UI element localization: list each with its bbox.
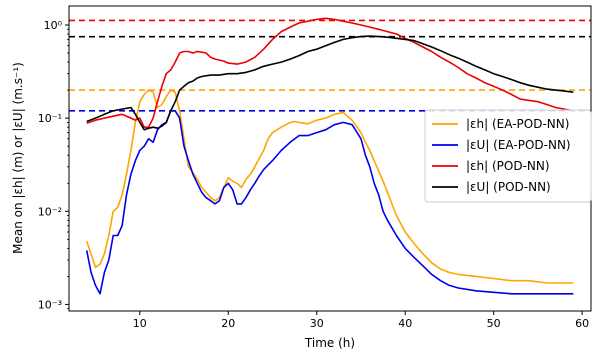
y-tick-label: 10⁻¹ [38, 112, 62, 125]
y-tick-label: 10⁻² [38, 205, 62, 218]
x-axis-label: Time (h) [304, 336, 355, 350]
legend-label-2: |εh| (POD-NN) [466, 159, 550, 173]
legend-label-0: |εh| (EA-POD-NN) [466, 117, 569, 131]
series-line-3 [86, 35, 574, 131]
legend: |εh| (EA-POD-NN) |εU| (EA-POD-NN) |εh| (PO… [424, 109, 592, 203]
legend-box [424, 109, 592, 203]
x-tick-label: 50 [487, 317, 501, 330]
x-axis-ticks: 10 20 30 40 50 60 [133, 311, 589, 330]
y-tick-label: 10⁻³ [38, 298, 62, 311]
x-tick-label: 20 [221, 317, 235, 330]
x-tick-label: 10 [133, 317, 147, 330]
x-tick-label: 30 [310, 317, 324, 330]
series-lines [85, 17, 574, 295]
reference-lines [69, 19, 591, 112]
y-tick-label: 10⁰ [44, 19, 63, 32]
x-tick-label: 40 [398, 317, 412, 330]
y-axis-label: Mean on |εh| (m) or |εU| (m.s⁻¹) [11, 62, 25, 254]
series-line-2 [86, 17, 574, 128]
series-line-0 [85, 89, 574, 284]
legend-label-1: |εU| (EA-POD-NN) [466, 138, 571, 152]
series-line-1 [85, 110, 574, 295]
legend-label-3: |εU| (POD-NN) [466, 180, 551, 194]
x-tick-label: 60 [575, 317, 589, 330]
y-axis-ticks: 10⁻³ 10⁻² 10⁻¹ 10⁰ [38, 19, 69, 311]
